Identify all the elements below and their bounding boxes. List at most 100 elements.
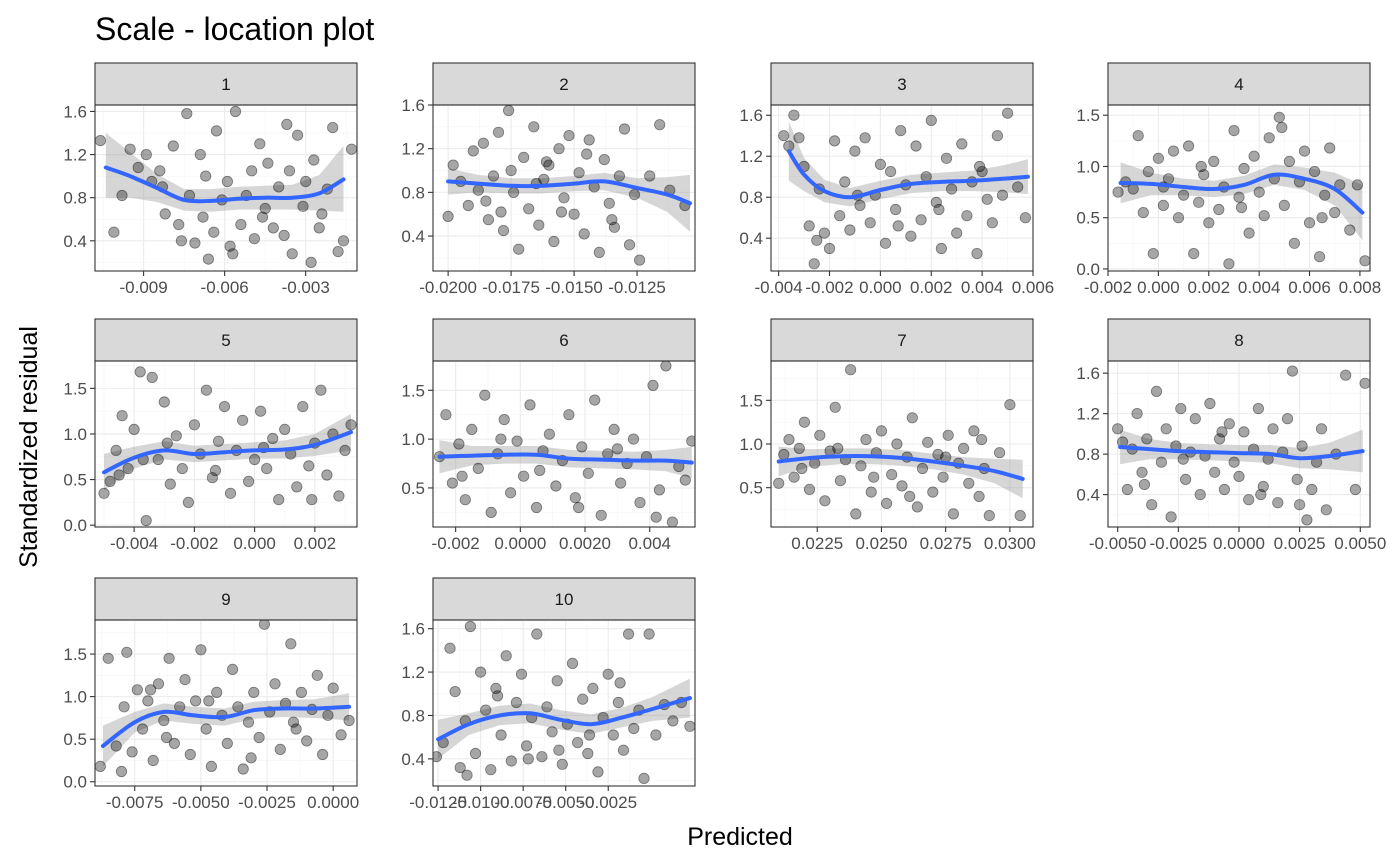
data-point [778, 130, 790, 142]
y-tick-label: 1.6 [1076, 364, 1100, 383]
panel-border [94, 619, 358, 787]
data-point [242, 716, 255, 728]
data-point [337, 235, 350, 247]
data-point [910, 140, 922, 152]
facet-strip-label: 10 [555, 590, 574, 609]
data-point [188, 419, 200, 431]
data-point [1267, 423, 1279, 435]
data-point [875, 425, 888, 437]
data-point [973, 160, 986, 173]
data-point [643, 628, 655, 640]
data-point [479, 389, 491, 401]
x-tick-label: 0.002 [294, 534, 337, 553]
data-point [1223, 418, 1235, 430]
data-point [269, 678, 281, 690]
data-point [895, 125, 907, 137]
smooth-line [102, 430, 353, 475]
data-point [884, 166, 897, 178]
data-point [961, 210, 973, 222]
scatter-points [442, 105, 691, 266]
data-point [1019, 212, 1032, 224]
data-point [1294, 499, 1306, 511]
y-tick-label: 1.5 [63, 645, 87, 664]
data-point [218, 400, 231, 413]
data-point [147, 754, 159, 767]
y-tick-label: 1.2 [401, 140, 425, 159]
data-point [1273, 111, 1285, 123]
data-point [492, 126, 505, 138]
y-tick-label: 0.5 [1076, 209, 1100, 228]
panel-border [94, 360, 358, 528]
data-point [433, 751, 442, 763]
x-tick-label: -0.0025 [1150, 534, 1208, 553]
data-point [1146, 499, 1158, 511]
data-point [1121, 483, 1134, 496]
data-point [170, 430, 182, 442]
data-point [1183, 140, 1195, 152]
data-point [209, 464, 222, 477]
data-point [140, 149, 152, 161]
data-point [628, 722, 640, 735]
data-point [573, 167, 585, 179]
data-point [500, 650, 512, 662]
data-point [248, 686, 260, 699]
facet-panel-5: 5 -0.004 -0.002 0.000 0.002 0.0 0.5 1.0 1.5 [63, 318, 358, 553]
data-point [1167, 145, 1180, 157]
data-point [1283, 155, 1296, 167]
data-point [1340, 369, 1352, 381]
data-point [1263, 132, 1275, 144]
data-point [582, 467, 594, 479]
y-tick-label: 1.5 [63, 379, 87, 398]
data-point [513, 243, 525, 255]
x-tick-label: 0.0300 [984, 534, 1036, 553]
data-point [622, 628, 635, 640]
data-point [973, 490, 985, 502]
data-point [237, 414, 249, 426]
y-tick-label: 0.4 [1076, 486, 1100, 505]
x-tick-label: -0.004 [110, 534, 158, 553]
scatter-points [95, 620, 355, 778]
data-point [335, 729, 347, 741]
scatter-points [1112, 365, 1370, 526]
data-point [1178, 189, 1190, 201]
data-point [1296, 440, 1308, 452]
facet-panel-3: 3 -0.004 -0.002 0.000 0.002 0.004 0.006 0.4 0.8 1… [739, 62, 1055, 297]
data-point [808, 258, 820, 270]
data-point [849, 145, 861, 157]
data-point [1306, 483, 1318, 496]
data-point [212, 435, 225, 447]
x-tick-label: -0.006 [201, 278, 249, 297]
data-point [305, 256, 317, 268]
data-point [1160, 423, 1172, 435]
data-point [811, 234, 823, 246]
data-point [308, 154, 320, 166]
data-point [886, 468, 898, 481]
data-point [1291, 473, 1303, 485]
facet-strip-label: 6 [559, 331, 568, 350]
data-point [1278, 199, 1290, 211]
data-point [248, 233, 260, 245]
smooth-line [100, 704, 352, 748]
data-point [467, 145, 479, 157]
data-point [583, 729, 596, 741]
data-point [1319, 189, 1331, 201]
data-point [1359, 377, 1370, 389]
data-point [1180, 473, 1192, 485]
data-point [1112, 423, 1124, 435]
panel-gridlines [1108, 361, 1370, 527]
confidence-band [778, 446, 1023, 499]
y-tick-label: 1.0 [63, 688, 87, 707]
data-point [1243, 227, 1255, 239]
data-point [783, 433, 795, 446]
data-point [232, 701, 244, 713]
data-point [249, 453, 261, 466]
data-point [442, 210, 454, 222]
x-tick-label: 0.006 [1012, 278, 1055, 297]
x-tick-label: -0.0175 [482, 278, 540, 297]
y-tick-label: 0.8 [401, 183, 425, 202]
x-tick-label: -0.002 [1084, 278, 1132, 297]
data-point [524, 399, 536, 411]
data-point [163, 652, 175, 664]
data-point [684, 720, 695, 732]
data-point [221, 737, 233, 750]
